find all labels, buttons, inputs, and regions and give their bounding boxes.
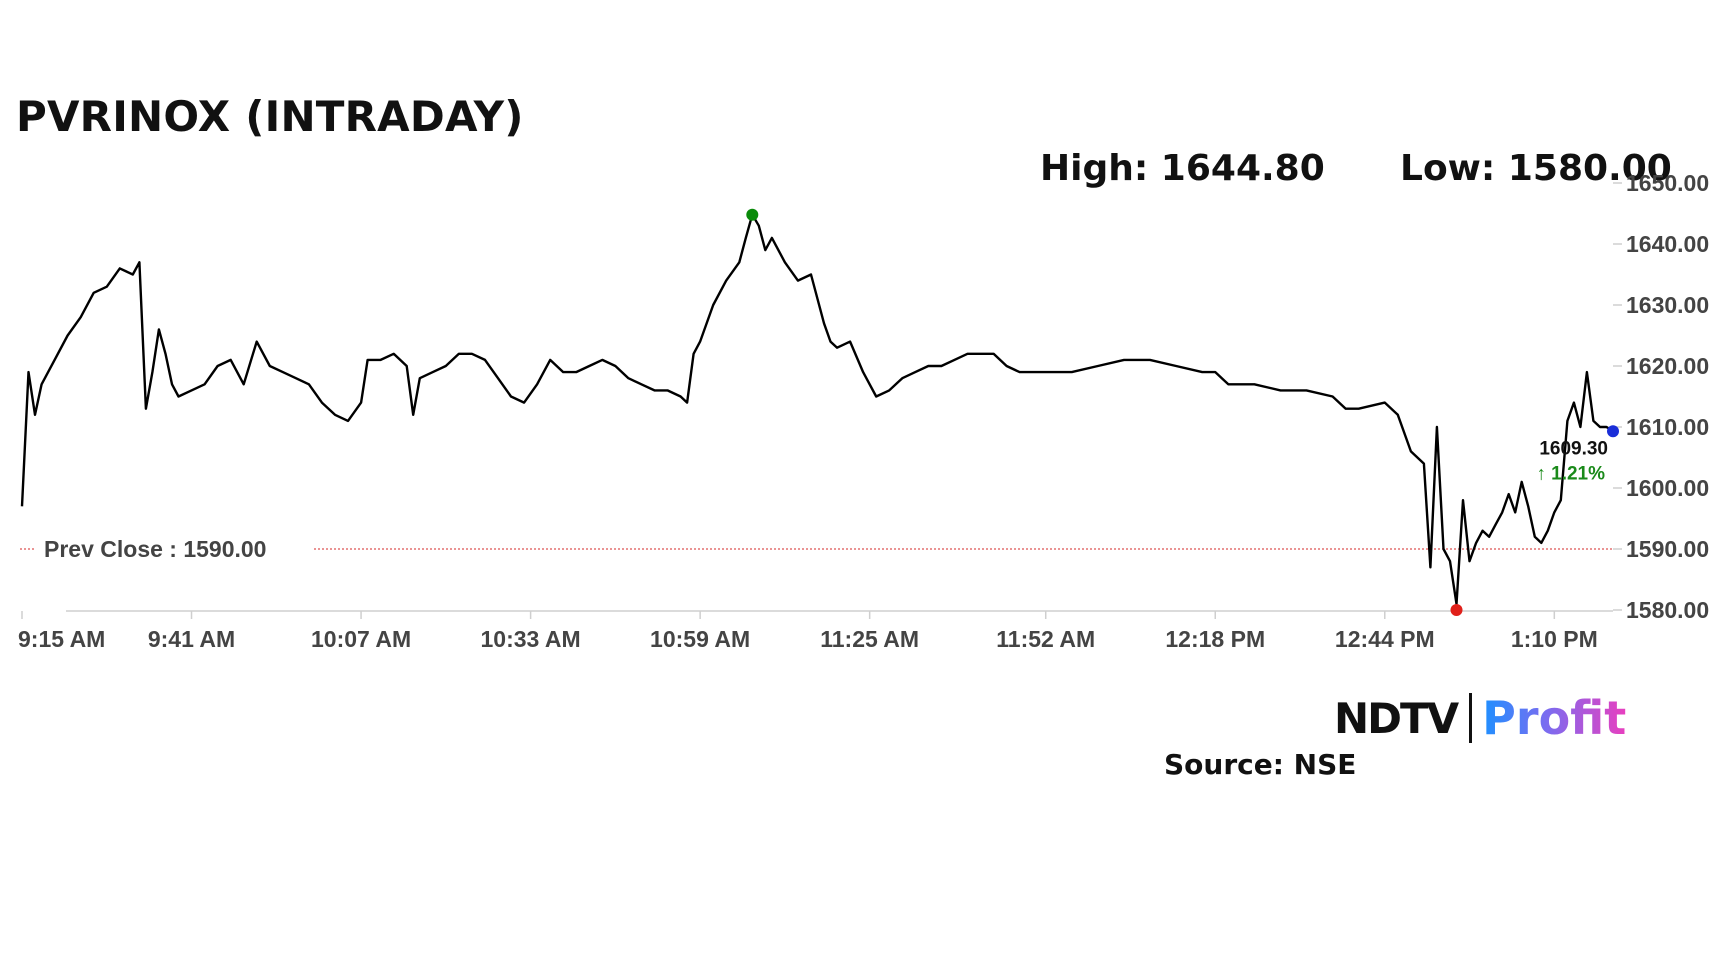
x-tick-label: 10:07 AM [311, 626, 411, 652]
x-tick-label: 10:33 AM [481, 626, 581, 652]
price-line [20, 213, 1614, 606]
y-tick-label: 1610.00 [1626, 414, 1709, 440]
change-percent-label: ↑ 1.21% [1536, 463, 1605, 484]
x-tick-label: 12:18 PM [1165, 626, 1265, 652]
x-tick-label: 12:44 PM [1335, 626, 1435, 652]
y-tick-label: 1650.00 [1626, 170, 1709, 196]
x-tick-label: 9:15 AM [18, 626, 105, 652]
prev-close-label: Prev Close : 1590.00 [44, 536, 266, 562]
logo-divider [1469, 693, 1473, 743]
logo-brand: NDTV [1334, 693, 1459, 743]
x-tick-label: 11:52 AM [996, 626, 1095, 652]
x-tick-label: 11:25 AM [820, 626, 919, 652]
last-price-marker [1607, 425, 1619, 438]
low-marker [1450, 604, 1463, 616]
y-tick-label: 1590.00 [1626, 536, 1709, 562]
x-tick-label: 9:41 AM [148, 626, 235, 652]
x-tick-label: 1:10 PM [1511, 626, 1598, 652]
y-tick-label: 1630.00 [1626, 292, 1709, 318]
high-value: High: 1644.80 [1040, 148, 1325, 189]
low-value: Low: 1580.00 [1400, 148, 1672, 189]
x-tick-label: 10:59 AM [650, 626, 750, 652]
logo-product: Profit [1482, 691, 1627, 745]
high-marker [746, 208, 759, 221]
y-tick-label: 1600.00 [1626, 475, 1709, 501]
y-tick-label: 1640.00 [1626, 231, 1709, 257]
last-price-label: 1609.30 [1539, 438, 1608, 459]
y-tick-label: 1620.00 [1626, 353, 1709, 379]
ndtv-profit-logo: NDTV Profit [1334, 688, 1626, 748]
y-tick-label: 1580.00 [1626, 597, 1709, 623]
chart-title: PVRINOX (INTRADAY) [16, 92, 524, 141]
source-note: Source: NSE [1164, 748, 1357, 781]
